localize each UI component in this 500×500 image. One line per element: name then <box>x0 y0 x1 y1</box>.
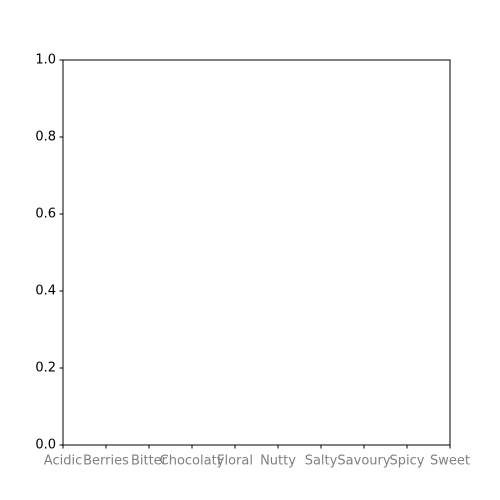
x-tick-label: Nutty <box>260 454 296 469</box>
y-tick-label: 0.6 <box>35 207 56 222</box>
x-tick-label: Salty <box>305 454 338 469</box>
y-tick-label: 1.0 <box>35 53 56 68</box>
y-tick-label: 0.8 <box>35 130 56 145</box>
x-tick-label: Sweet <box>430 454 470 469</box>
x-tick-label: Savoury <box>337 454 390 469</box>
x-tick-label: Chocolaty <box>160 454 225 469</box>
y-tick-label: 0.0 <box>35 438 56 453</box>
y-tick-label: 0.2 <box>35 361 56 376</box>
x-tick-label: Acidic <box>44 454 82 469</box>
y-tick-label: 0.4 <box>35 284 56 299</box>
x-tick-label: Berries <box>83 454 129 469</box>
x-tick-label: Spicy <box>390 454 425 469</box>
x-tick-label: Bitter <box>131 454 168 469</box>
plot-area <box>62 59 451 446</box>
x-tick-label: Floral <box>217 454 253 469</box>
